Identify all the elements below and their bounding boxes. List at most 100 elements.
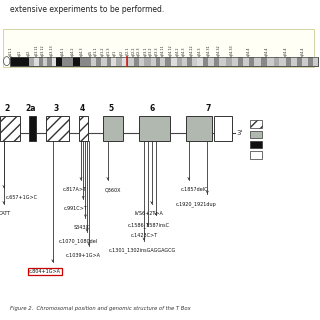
Text: 5: 5 (109, 104, 114, 113)
Bar (0, 116, 20, 141)
Text: q22.1: q22.1 (126, 46, 130, 56)
Bar (29, 57, 34, 66)
Bar (197, 57, 203, 66)
Text: q22.3: q22.3 (137, 46, 141, 56)
Bar (249, 57, 254, 66)
Text: c.817A>T: c.817A>T (62, 187, 86, 192)
Bar (208, 57, 214, 66)
Bar (91, 57, 96, 66)
Text: q24.2: q24.2 (176, 46, 180, 56)
Text: c.1423C>T: c.1423C>T (131, 233, 158, 238)
Text: extensive experiments to be performed.: extensive experiments to be performed. (10, 5, 164, 14)
Ellipse shape (4, 57, 10, 66)
Bar (192, 57, 197, 66)
Text: c.991C>T: c.991C>T (64, 206, 88, 211)
Bar (177, 57, 182, 66)
Text: IVS6+2T>A: IVS6+2T>A (134, 211, 163, 216)
Bar (279, 57, 286, 66)
Bar (219, 57, 226, 66)
Text: q13.13: q13.13 (50, 44, 53, 56)
Bar (139, 57, 144, 66)
Text: q24.33: q24.33 (230, 44, 234, 56)
Text: 7: 7 (205, 104, 211, 113)
Bar (151, 57, 156, 66)
Bar (43, 57, 47, 66)
Bar (238, 57, 243, 66)
Bar (250, 141, 262, 148)
Bar (34, 57, 39, 66)
Bar (286, 57, 291, 66)
Text: S343X: S343X (74, 225, 90, 230)
Text: q15: q15 (89, 50, 92, 56)
Text: q23.3: q23.3 (155, 46, 159, 56)
Bar (291, 57, 297, 66)
Text: q24.32: q24.32 (217, 44, 221, 56)
Bar (139, 116, 170, 141)
Text: 2a: 2a (26, 104, 36, 113)
Bar (308, 57, 313, 66)
Bar (250, 131, 262, 138)
Text: c.1920_1921dup: c.1920_1921dup (175, 201, 216, 207)
Text: q24.4: q24.4 (284, 46, 288, 56)
Text: q14.1: q14.1 (60, 46, 64, 56)
Bar (214, 116, 232, 141)
Bar (127, 57, 128, 66)
Text: 3: 3 (53, 104, 59, 113)
Text: q21.1: q21.1 (94, 46, 98, 56)
Text: 2: 2 (4, 104, 10, 113)
Bar (250, 120, 262, 128)
Bar (144, 57, 151, 66)
Bar (52, 57, 56, 66)
Bar (313, 57, 318, 66)
Bar (3, 29, 314, 67)
Text: q11: q11 (18, 50, 22, 56)
Text: q24.4: q24.4 (300, 46, 304, 56)
Bar (302, 57, 308, 66)
Bar (111, 57, 116, 66)
Bar (46, 116, 69, 141)
Text: q21.2: q21.2 (100, 46, 104, 56)
Bar (10, 57, 318, 66)
Bar (232, 57, 238, 66)
Text: c.1039+1G>A: c.1039+1G>A (66, 253, 100, 258)
Bar (243, 57, 249, 66)
Text: c.1070_1080del: c.1070_1080del (59, 239, 98, 244)
Text: q12: q12 (27, 50, 31, 56)
Text: c.804+1G>A: c.804+1G>A (29, 269, 61, 275)
Bar (80, 57, 91, 66)
Bar (56, 57, 62, 66)
Text: 4: 4 (80, 104, 85, 113)
Bar (226, 57, 232, 66)
Bar (267, 57, 274, 66)
Bar (250, 151, 262, 159)
Text: q24.4: q24.4 (247, 46, 251, 56)
Bar (254, 57, 261, 66)
Bar (62, 57, 73, 66)
Bar (214, 57, 219, 66)
Bar (96, 57, 101, 66)
Bar (47, 57, 52, 66)
Text: q22: q22 (120, 50, 124, 56)
Text: q21: q21 (113, 50, 117, 56)
Text: p11.1: p11.1 (9, 46, 12, 56)
Text: c.1857delC: c.1857delC (181, 187, 208, 192)
Bar (186, 116, 212, 141)
Bar (116, 57, 122, 66)
Text: q24.3: q24.3 (182, 46, 186, 56)
Text: c.1301_1302insGAGGAGCG: c.1301_1302insGAGGAGCG (109, 248, 176, 253)
Text: 3': 3' (236, 130, 243, 136)
Bar (10, 57, 318, 66)
Text: Q360X: Q360X (105, 187, 122, 192)
Bar (128, 57, 134, 66)
Bar (29, 116, 36, 141)
Text: q24.4: q24.4 (265, 46, 269, 56)
Bar (39, 57, 43, 66)
Bar (156, 57, 160, 66)
Text: q14.3: q14.3 (80, 46, 84, 56)
Text: q23.2: q23.2 (149, 46, 153, 56)
Text: q24.31: q24.31 (207, 44, 211, 56)
Bar (187, 57, 192, 66)
Bar (274, 57, 279, 66)
Bar (171, 57, 177, 66)
Text: q24.11: q24.11 (161, 44, 165, 56)
